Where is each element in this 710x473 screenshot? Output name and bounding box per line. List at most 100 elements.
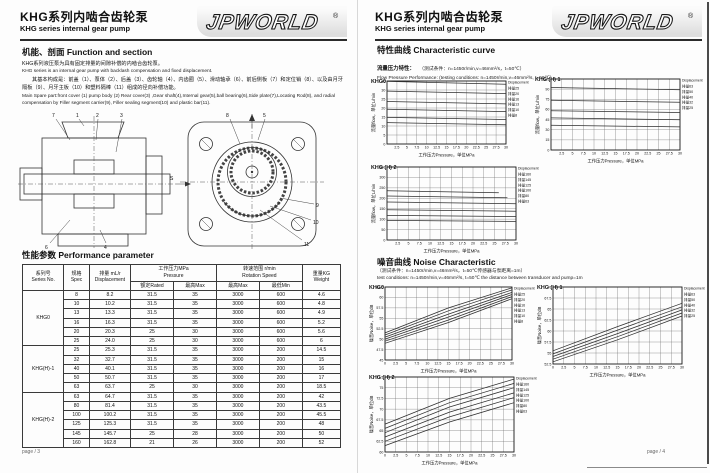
svg-text:7.5: 7.5 bbox=[581, 152, 586, 156]
registered-mark-icon: ® bbox=[688, 12, 694, 20]
svg-text:排量25: 排量25 bbox=[508, 86, 519, 91]
svg-text:排量40: 排量40 bbox=[682, 94, 693, 99]
svg-text:27.5: 27.5 bbox=[502, 242, 509, 246]
svg-text:排量145: 排量145 bbox=[518, 177, 531, 182]
table-row: 100 100.2 31.5 35 3000 200 45.5 bbox=[23, 409, 342, 421]
function-paragraph: 其基本构成是：前盖（1）、泵体（2）、后盖（3）、齿轮轴（4）、内齿圈（5）、滑… bbox=[22, 76, 343, 92]
table-cell: 200 bbox=[258, 437, 303, 449]
noise-conditions: （测试条件：n=1450r/min,v=46mm²/s，t=50℃传感器与泵距离… bbox=[377, 268, 704, 282]
table-cell: 25 bbox=[63, 345, 90, 356]
svg-text:噪音Noise，单位dB: 噪音Noise，单位dB bbox=[369, 396, 375, 434]
table-cell: 26 bbox=[173, 437, 217, 449]
svg-text:57.5: 57.5 bbox=[544, 340, 551, 344]
noise-chart-khg0: 0 2.5 5 7.5 10 12.5 15 17.5 20 22.5 25 27.5 30 45 47.5… bbox=[369, 282, 539, 374]
diagram-callout: 6 bbox=[45, 245, 48, 250]
svg-text:排量100: 排量100 bbox=[516, 398, 529, 403]
table-row: 32 32.7 31.5 35 3000 200 15 bbox=[23, 354, 342, 365]
curve-section-heading: 特性曲线 Characteristic curve bbox=[377, 45, 496, 55]
col-series: 系列号 Series No. bbox=[21, 264, 65, 291]
outlet-arrow-icon bbox=[249, 114, 255, 121]
svg-text:62.5: 62.5 bbox=[544, 318, 551, 322]
table-cell: 43.5 bbox=[301, 400, 342, 412]
svg-text:70: 70 bbox=[547, 285, 551, 289]
svg-text:27.5: 27.5 bbox=[498, 362, 505, 366]
table-cell: 3000 bbox=[215, 335, 260, 347]
svg-text:5: 5 bbox=[406, 146, 408, 150]
table-cell: 10.2 bbox=[88, 298, 132, 310]
diagram-callout: 1 bbox=[76, 113, 79, 119]
svg-text:10: 10 bbox=[381, 124, 385, 128]
table-cell: 200 bbox=[258, 363, 303, 375]
inlet-arrow-icon bbox=[185, 181, 191, 187]
table-cell: 42 bbox=[301, 391, 342, 402]
function-paragraph: KHG series is an internal gear pump with… bbox=[22, 69, 213, 75]
svg-text:7.5: 7.5 bbox=[417, 242, 422, 246]
table-cell: 64.7 bbox=[88, 391, 132, 402]
svg-text:65: 65 bbox=[379, 429, 383, 433]
table-cell: 25 bbox=[130, 335, 175, 347]
svg-text:12.5: 12.5 bbox=[433, 146, 440, 150]
svg-text:排量145: 排量145 bbox=[516, 387, 529, 392]
table-cell: 600 bbox=[258, 317, 303, 328]
svg-text:5: 5 bbox=[574, 366, 576, 370]
table-cell: 200 bbox=[258, 382, 303, 393]
svg-text:25: 25 bbox=[484, 146, 488, 150]
suction-label: S bbox=[170, 176, 174, 182]
performance-section: 性能参数 Performance parameter 系列号 Series No… bbox=[21, 249, 342, 449]
svg-text:35: 35 bbox=[381, 79, 385, 83]
registered-mark-icon: ® bbox=[333, 12, 339, 20]
col-speed-max: 最高Max bbox=[215, 280, 260, 291]
svg-text:67.5: 67.5 bbox=[376, 418, 383, 422]
svg-text:排量16: 排量16 bbox=[514, 302, 525, 307]
table-cell: 35 bbox=[173, 419, 217, 430]
series-cell: KHG0 bbox=[21, 289, 65, 347]
table-cell: 13 bbox=[63, 308, 90, 319]
svg-text:50: 50 bbox=[379, 337, 383, 341]
noise-conditions-en: test conditions: n=1450r/min,v=46mm²/s, … bbox=[377, 276, 583, 282]
function-paragraph: KHG系列液压泵为具有固定排量的间隙补偿的内啮合齿轮泵。 bbox=[22, 61, 163, 67]
svg-text:排量50: 排量50 bbox=[684, 297, 695, 302]
table-cell: 31.5 bbox=[130, 400, 175, 412]
svg-text:350: 350 bbox=[379, 165, 385, 169]
svg-text:17.5: 17.5 bbox=[623, 152, 630, 156]
performance-table-body: KHG0 8 8.2 31.5 35 3000 600 4.6 10 10.2 31.5 35 3000… bbox=[21, 289, 342, 449]
svg-text:0: 0 bbox=[384, 362, 386, 366]
svg-text:20: 20 bbox=[637, 366, 641, 370]
svg-text:30: 30 bbox=[680, 366, 684, 370]
svg-text:排量63: 排量63 bbox=[518, 199, 529, 204]
series-cell: KHG(H)-1 bbox=[21, 345, 65, 393]
series-cell: KHG(H)-2 bbox=[21, 391, 65, 448]
table-cell: 125 bbox=[63, 419, 90, 430]
scan-edge-right bbox=[707, 2, 709, 464]
svg-text:75: 75 bbox=[379, 386, 383, 390]
function-section-body: KHG系列液压泵为具有固定排量的间隙补偿的内啮合齿轮泵。 KHG series … bbox=[22, 60, 343, 108]
table-cell: 31.5 bbox=[130, 289, 175, 301]
table-cell: 3000 bbox=[215, 326, 260, 338]
table-row: KHG0 8 8.2 31.5 35 3000 600 4.6 bbox=[21, 289, 342, 347]
col-pressure: 工作压力MPa Pressure bbox=[130, 264, 217, 282]
diagram-callout: 5 bbox=[263, 113, 266, 119]
svg-text:15: 15 bbox=[545, 138, 549, 142]
table-cell: 3000 bbox=[215, 345, 260, 356]
table-cell: 160 bbox=[63, 437, 90, 449]
table-cell: 25 bbox=[130, 382, 175, 393]
table-cell: 13.3 bbox=[88, 308, 132, 319]
table-row: 125 125.3 31.5 35 3000 200 48 bbox=[23, 419, 342, 430]
table-cell: 100.2 bbox=[88, 409, 132, 421]
svg-text:25: 25 bbox=[659, 366, 663, 370]
svg-text:150: 150 bbox=[379, 207, 385, 211]
table-cell: 20 bbox=[63, 326, 90, 338]
svg-text:30: 30 bbox=[504, 146, 508, 150]
page-title-en: KHG series internal gear pump bbox=[20, 24, 131, 33]
svg-text:排量25: 排量25 bbox=[682, 105, 693, 110]
table-cell: 3000 bbox=[215, 317, 260, 328]
table-subheader-row: 额定Rated 最高Max 最高Max 最低Min bbox=[23, 280, 341, 291]
svg-text:17.5: 17.5 bbox=[457, 454, 464, 458]
svg-text:排量63: 排量63 bbox=[682, 84, 693, 89]
table-cell: 3000 bbox=[215, 308, 260, 319]
table-cell: 21 bbox=[130, 437, 175, 449]
svg-text:Displacement: Displacement bbox=[514, 287, 535, 291]
table-cell: 52 bbox=[301, 437, 342, 449]
svg-text:2.5: 2.5 bbox=[395, 242, 400, 246]
svg-text:105: 105 bbox=[543, 77, 549, 81]
